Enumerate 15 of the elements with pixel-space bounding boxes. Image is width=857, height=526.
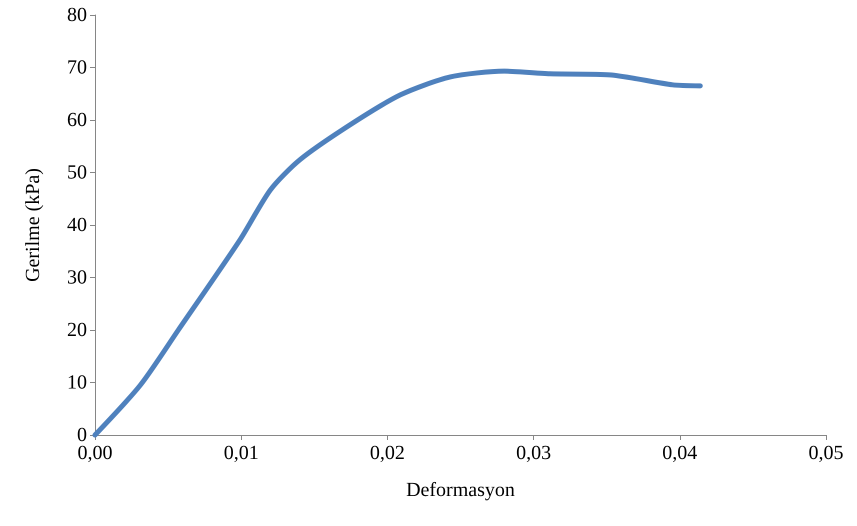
y-tick-label: 30 [67, 266, 87, 288]
x-tick-label: 0,02 [370, 442, 405, 464]
x-tick-label: 0,04 [662, 442, 698, 464]
y-tick-label: 50 [67, 162, 87, 184]
x-tick-label: 0,01 [224, 442, 259, 464]
y-tick-label: 70 [67, 56, 87, 78]
x-tick-label: 0,05 [808, 442, 844, 464]
y-axis-title: Gerilme (kPa) [22, 168, 44, 282]
y-tick-label: 20 [67, 319, 87, 341]
x-axis-title: Deformasyon [406, 479, 515, 501]
y-tick-label: 60 [67, 109, 87, 131]
y-tick-label: 10 [67, 372, 87, 394]
y-tick-label: 80 [67, 4, 87, 26]
y-tick-label: 40 [67, 214, 87, 236]
x-tick-label: 0,03 [516, 442, 552, 464]
